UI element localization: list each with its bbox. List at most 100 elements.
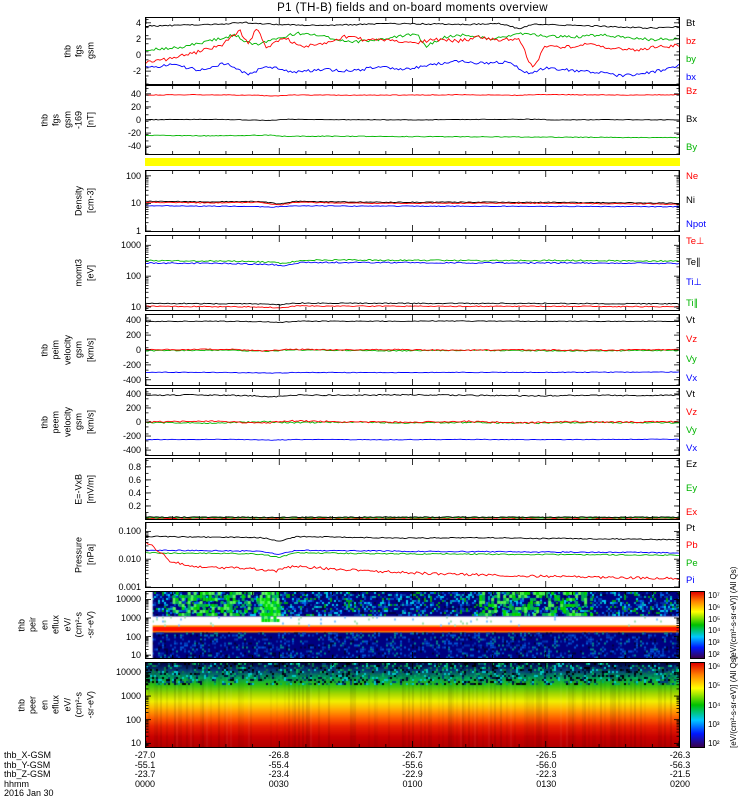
y-tick-label: 0	[135, 115, 141, 125]
y-tick-label: -400	[122, 445, 141, 456]
panel-plot-area	[146, 236, 679, 310]
panel-vi-gsm	[145, 314, 680, 386]
panel-temps	[145, 235, 680, 311]
y-tick-label: 0.010	[118, 554, 141, 565]
spectrogram-axes	[146, 592, 679, 658]
colorbar-tick-label: 10⁶	[708, 662, 721, 671]
colorbar-tick-label: 10²	[708, 739, 720, 748]
plot-title: P1 (TH-B) fields and on-board moments ov…	[277, 2, 548, 14]
panel-plot-area	[146, 315, 679, 385]
series-label-Pe: Pe	[686, 557, 698, 569]
y-tick-label: -40	[127, 141, 141, 152]
colorbar-tick-label: 10³	[708, 638, 720, 648]
series-label-Ne: Ne	[686, 171, 699, 182]
panel-plot-area	[146, 171, 679, 231]
spectrogram-image-peir	[146, 592, 679, 658]
trace-Bz	[146, 93, 679, 97]
footer-row-label: hhmm	[4, 778, 30, 789]
series-label-Ex: Ex	[686, 507, 698, 518]
y-tick-label: -200	[122, 431, 141, 442]
y-tick-label: 0	[135, 345, 141, 355]
y-tick-label: 10	[130, 738, 141, 749]
trace-Tiperp	[146, 261, 679, 267]
ephemeris-value: -56.0	[535, 759, 557, 770]
ephemeris-value: -55.4	[268, 759, 290, 770]
panel-plot-area	[146, 389, 679, 455]
series-label-Vt: Vt	[686, 389, 695, 400]
panel-ve-gsm	[145, 388, 680, 456]
trace-Ne	[146, 201, 679, 206]
y-tick-label: 400	[125, 388, 141, 399]
series-label-bx: bx	[686, 72, 697, 83]
colorbar-tick-label: 10³	[708, 719, 720, 729]
series-label-Bx: Bx	[686, 114, 698, 125]
colorbar-tick-label: 10⁷	[708, 591, 720, 600]
colorbar-tick-label: 10²	[708, 650, 720, 659]
series-label-Pi: Pi	[686, 575, 695, 586]
y-tick-label: 1	[135, 226, 141, 236]
trace-Vt	[146, 320, 679, 324]
series-label-Ey: Ey	[686, 483, 698, 494]
series-label-Pt: Pt	[686, 523, 695, 534]
series-label-Ez: Ez	[686, 459, 698, 470]
y-tick-label: -2	[132, 66, 141, 77]
series-label-Te: Te∥	[686, 256, 701, 268]
series-label-Bz: Bz	[686, 86, 698, 97]
colorbar-tick-label: 10⁶	[708, 602, 721, 612]
flag-bar	[145, 158, 680, 166]
y-tick-label: 4	[135, 17, 141, 28]
trace-Npot	[146, 205, 679, 208]
colorbar-tick-label: 10⁵	[708, 681, 721, 691]
y-tick-label: 0	[135, 50, 141, 61]
trace-Tipar	[146, 259, 679, 265]
series-label-Vt: Vt	[686, 315, 695, 326]
series-label-bz: bz	[686, 36, 697, 47]
y-tick-label: 0.4	[128, 487, 141, 498]
y-tick-label: 40	[130, 88, 141, 99]
trace-By	[146, 134, 679, 139]
trace-Vt	[146, 393, 679, 398]
x-tick-label: 0000	[134, 778, 156, 789]
series-label-by: by	[686, 54, 697, 65]
series-label-Vx: Vx	[686, 443, 698, 454]
y-tick-label: 200	[125, 402, 141, 413]
trace-Vx	[146, 438, 679, 441]
ephemeris-value: -23.7	[134, 769, 156, 779]
y-tick-label: 1000	[120, 240, 141, 251]
panel-efield	[145, 458, 680, 520]
series-label-Bt: Bt	[686, 18, 695, 29]
ephemeris-value: -26.7	[402, 750, 423, 760]
ephemeris-value: -21.5	[669, 769, 691, 779]
y-tick-label: 0.001	[118, 582, 141, 592]
series-label-Vy: Vy	[686, 425, 697, 436]
ephemeris-value: -27.0	[134, 750, 156, 760]
footer-row-label: thb_Z-GSM	[4, 769, 51, 779]
y-tick-label: 100	[125, 271, 141, 282]
colorbar-tick-label: 10⁴	[708, 700, 721, 710]
y-tick-label: 10	[130, 650, 141, 661]
panel-b-gsm-detail	[145, 17, 680, 85]
y-tick-label: 100	[125, 631, 141, 642]
y-tick-label: 0.8	[128, 461, 141, 472]
footer-row-label: thb_Y-GSM	[4, 759, 51, 770]
y-tick-label: 100	[125, 714, 141, 725]
x-tick-label: 0100	[402, 778, 423, 789]
trace-Vx	[146, 371, 679, 374]
y-tick-label: 200	[125, 330, 141, 341]
trace-Tepar	[146, 302, 679, 306]
trace-Bx	[146, 118, 679, 122]
y-tick-label: 2	[135, 33, 141, 44]
ephemeris-value: -22.9	[402, 769, 423, 779]
spectrogram-peir	[145, 591, 680, 659]
y-tick-label: 20	[130, 101, 141, 112]
series-label-Vz: Vz	[686, 407, 698, 418]
y-tick-label: 400	[125, 315, 141, 326]
trace-Pi	[146, 549, 679, 555]
y-tick-label: 10000	[115, 667, 141, 678]
trace-bz	[146, 28, 679, 68]
colorbar-peer	[690, 662, 705, 748]
y-tick-label: 0.6	[128, 474, 141, 485]
